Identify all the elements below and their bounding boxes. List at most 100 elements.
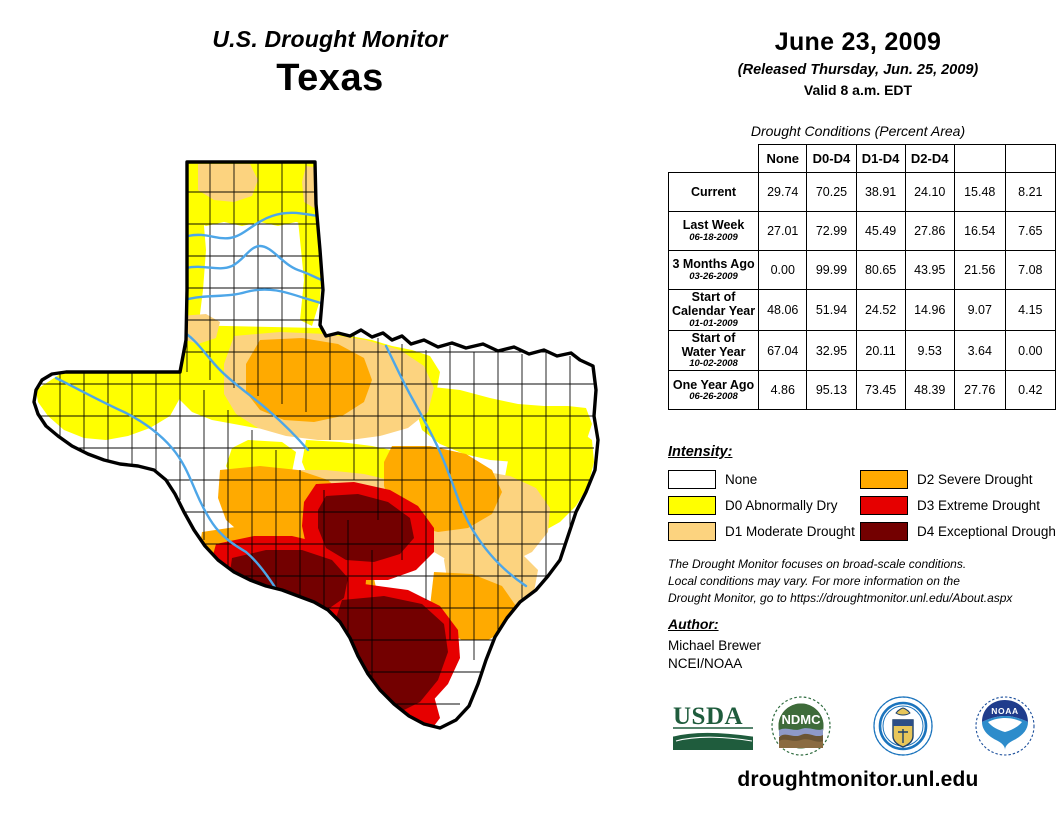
legend-item-d0: D0 Abnormally Dry: [668, 496, 838, 515]
cell-r3-c5: 4.15: [1004, 289, 1056, 331]
legend-label-d1: D1 Moderate Drought: [725, 524, 855, 539]
author-name: Michael Brewer: [668, 638, 762, 653]
legend-label-d3: D3 Extreme Drought: [917, 498, 1041, 513]
cell-r5-c0: 4.86: [758, 370, 808, 411]
row-label-line: Last Week: [682, 218, 745, 233]
row-label-line: Calendar Year: [671, 304, 756, 319]
table-body: Current 29.74 70.25 38.91 24.10 15.48 8.21 Last…: [667, 172, 1056, 411]
row-label-4: Start of Water Year 10-02-2008: [667, 329, 760, 372]
cell-r5-c1: 95.13: [806, 370, 857, 411]
region-title: Texas: [276, 57, 384, 99]
table-caption: Drought Conditions (Percent Area): [750, 123, 966, 139]
ndmc-logo: NDMC: [771, 696, 831, 756]
row-label-line: Current: [690, 184, 737, 199]
row-label-date: 10-02-2008: [689, 358, 738, 370]
cell-r0-c5: 8.21: [1004, 172, 1056, 212]
legend-item-d2: D2 Severe Drought: [860, 470, 1033, 489]
disclaimer-line-2: Local conditions may vary. For more info…: [668, 574, 960, 589]
table-row: Last Week 06-18-2009 27.01 72.99 45.49 27.86 1…: [667, 211, 1056, 251]
cell-r2-c1: 99.99: [806, 250, 857, 290]
cell-r0-c4: 15.48: [953, 172, 1006, 212]
author-org: NCEI/NOAA: [668, 656, 743, 671]
map-title-block: U.S. Drought Monitor Texas: [40, 26, 620, 100]
row-label-date: 06-18-2009: [689, 231, 738, 243]
cell-r5-c4: 27.76: [953, 370, 1006, 411]
column-header-d1-d4: D1-D4: [855, 144, 906, 173]
cell-r3-c4: 9.07: [953, 289, 1006, 331]
cell-r1-c2: 45.49: [855, 211, 906, 251]
agency-logo-row: USDA NDMC NOAA: [660, 694, 1056, 756]
table-row: Current 29.74 70.25 38.91 24.10 15.48 8.21: [667, 172, 1056, 212]
cell-r4-c3: 9.53: [904, 329, 955, 372]
drought-fill-layer: [34, 162, 598, 728]
cell-r1-c4: 16.54: [953, 211, 1006, 251]
cell-r3-c1: 51.94: [806, 289, 857, 331]
cell-r3-c0: 48.06: [758, 289, 808, 331]
row-label-line: Start of: [691, 330, 736, 345]
legend-item-d1: D1 Moderate Drought: [668, 522, 855, 541]
row-label-date: 06-26-2008: [689, 391, 738, 403]
date-header: June 23, 2009 (Released Thursday, Jun. 2…: [660, 28, 1056, 98]
legend-swatch-d0: [668, 496, 716, 515]
state-border: [32, 160, 600, 730]
legend-item-d3: D3 Extreme Drought: [860, 496, 1040, 515]
legend-swatch-d4: [860, 522, 908, 541]
cell-r4-c1: 32.95: [806, 329, 857, 372]
row-label-line: Start of: [691, 290, 736, 304]
row-label-2: 3 Months Ago 03-26-2009: [667, 250, 760, 290]
cell-r2-c0: 0.00: [758, 250, 808, 290]
svg-text:NDMC: NDMC: [782, 712, 822, 727]
cell-r5-c5: 0.42: [1004, 370, 1056, 411]
usda-logo: USDA: [672, 703, 754, 750]
table-row: Start of Water Year 10-02-2008 67.04 32.95 20…: [667, 329, 1056, 372]
cell-r1-c0: 27.01: [758, 211, 808, 251]
disclaimer-line-1: The Drought Monitor focuses on broad-sca…: [668, 557, 967, 571]
cell-r1-c3: 27.86: [904, 211, 955, 251]
texas-drought-map[interactable]: [20, 140, 660, 750]
legend-label-d2: D2 Severe Drought: [917, 472, 1033, 487]
row-label-date: 01-01-2009: [689, 317, 738, 329]
legend-title: Intensity:: [668, 444, 733, 460]
cell-r0-c1: 70.25: [806, 172, 857, 212]
map-svg: [32, 160, 600, 730]
column-header-d0-d4: D0-D4: [806, 144, 857, 173]
legend-swatch-d2: [860, 470, 908, 489]
disclaimer-line-3: Drought Monitor, go to https://droughtmo…: [668, 591, 1013, 606]
noaa-logo: NOAA: [975, 696, 1035, 756]
drought-conditions-table: None D0-D4 D1-D4 D2-D4 D3-D4 D4 Current 2…: [667, 144, 1056, 411]
row-label-3: Start of Calendar Year 01-01-2009: [667, 289, 760, 331]
row-label-1: Last Week 06-18-2009: [667, 211, 760, 251]
cell-r5-c3: 48.39: [904, 370, 955, 411]
svg-text:USDA: USDA: [673, 703, 743, 730]
column-header-none: None: [758, 144, 808, 173]
disclaimer-text: The Drought Monitor focuses on broad-sca…: [668, 556, 1048, 607]
svg-text:NOAA: NOAA: [991, 706, 1018, 716]
legend-label-d0: D0 Abnormally Dry: [725, 498, 838, 513]
cell-r0-c3: 24.10: [904, 172, 955, 212]
cell-r2-c3: 43.95: [904, 250, 955, 290]
cell-r1-c5: 7.65: [1004, 211, 1056, 251]
row-label-5: One Year Ago 06-26-2008: [667, 370, 760, 411]
cell-r4-c4: 3.64: [953, 329, 1006, 372]
cell-r2-c2: 80.65: [855, 250, 906, 290]
legend-swatch-d3: [860, 496, 908, 515]
cell-r4-c0: 67.04: [758, 329, 808, 372]
cell-r1-c1: 72.99: [806, 211, 857, 251]
cell-r4-c2: 20.11: [855, 329, 906, 372]
row-label-line: Water Year: [681, 345, 746, 360]
table-row: 3 Months Ago 03-26-2009 0.00 99.99 80.65 43.9…: [667, 250, 1056, 290]
release-date: (Released Thursday, Jun. 25, 2009): [737, 62, 979, 78]
table-header-row: None D0-D4 D1-D4 D2-D4 D3-D4 D4: [669, 144, 1056, 173]
cell-r4-c5: 0.00: [1004, 329, 1056, 372]
column-header-d3-d4: D3-D4: [953, 144, 1006, 173]
website-url[interactable]: droughtmonitor.unl.edu: [737, 768, 979, 791]
cell-r5-c2: 73.45: [855, 370, 906, 411]
table-corner-cell: [669, 145, 759, 173]
program-title: U.S. Drought Monitor: [212, 26, 448, 52]
column-header-d2-d4: D2-D4: [904, 144, 955, 173]
cell-r0-c0: 29.74: [758, 172, 808, 212]
column-header-d4: D4: [1004, 144, 1056, 173]
cell-r3-c3: 14.96: [904, 289, 955, 331]
valid-date: June 23, 2009: [774, 28, 942, 56]
legend-label-none: None: [725, 472, 758, 487]
